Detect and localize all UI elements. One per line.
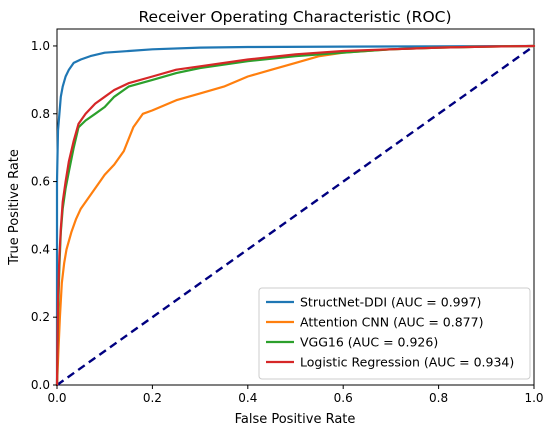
chart-title: Receiver Operating Characteristic (ROC) <box>138 8 451 26</box>
reference-layer <box>56 44 535 386</box>
legend-box <box>258 287 531 380</box>
y-tick-label: 0.2 <box>31 310 50 324</box>
x-tick-label: 0.6 <box>334 391 353 405</box>
x-tick-label: 0.4 <box>238 391 257 405</box>
y-tick-label: 0.4 <box>31 242 50 256</box>
series-layer <box>55 44 536 387</box>
x-tick-label: 0.2 <box>143 391 162 405</box>
legend-label-4: Logistic Regression (AUC = 0.934) <box>300 355 514 370</box>
legend-label-2: Attention CNN (AUC = 0.877) <box>300 315 483 330</box>
y-tick-label: 0.6 <box>31 175 50 189</box>
roc-curve-series-2 <box>55 44 536 387</box>
plot-area <box>55 28 536 387</box>
roc-curve-series-1 <box>55 44 536 387</box>
legend-label-1: StructNet-DDI (AUC = 0.997) <box>300 295 481 310</box>
x-tick-label: 1.0 <box>524 391 543 405</box>
legend: StructNet-DDI (AUC = 0.997) Attention CNN… <box>258 287 531 380</box>
y-tick-label: 0.8 <box>31 107 50 121</box>
x-axis-label: False Positive Rate <box>235 412 356 427</box>
x-tick-label: 0.8 <box>429 391 448 405</box>
x-axis: 0.0 0.2 0.4 0.6 0.8 1.0 <box>47 385 544 405</box>
roc-curve-series-4 <box>55 44 536 387</box>
y-tick-label: 0.0 <box>31 378 50 392</box>
chance-reference-line <box>56 44 535 386</box>
x-tick-label: 0.0 <box>47 391 66 405</box>
legend-label-3: VGG16 (AUC = 0.926) <box>300 335 438 350</box>
y-axis-label: True Positive Rate <box>7 149 22 266</box>
y-tick-label: 1.0 <box>31 39 50 53</box>
y-axis: 0.0 0.2 0.4 0.6 0.8 1.0 <box>31 39 57 392</box>
